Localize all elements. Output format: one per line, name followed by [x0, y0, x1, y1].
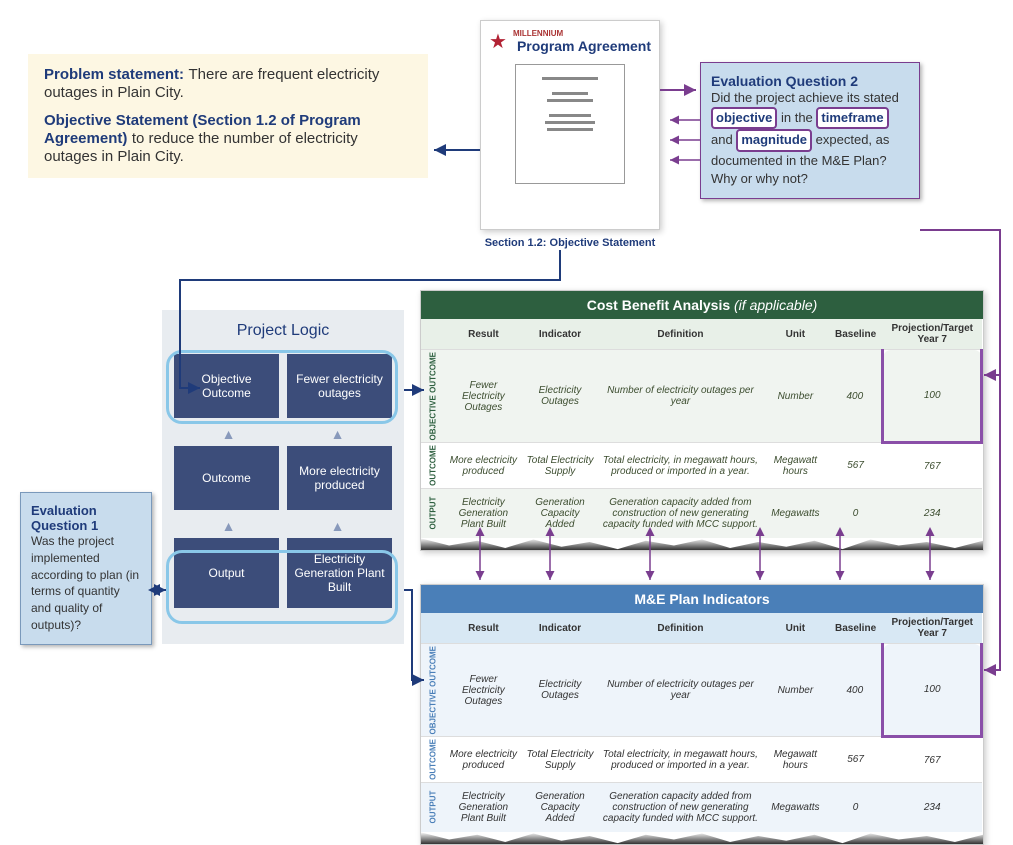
timeframe-highlight: timeframe [816, 107, 888, 129]
project-logic-cell-left: Output [174, 538, 279, 608]
table-cell: Generation capacity added from construct… [598, 489, 762, 539]
project-logic-cell-left: Outcome [174, 446, 279, 510]
project-logic-row: OutcomeMore electricity produced [174, 446, 392, 510]
table-cell: 400 [828, 350, 883, 443]
table-cell: Number [763, 350, 829, 443]
program-agreement-document: ★ MILLENNIUM Program Agreement Section 1… [480, 20, 660, 230]
table-cell: 567 [828, 443, 883, 489]
table-column-header: Indicator [522, 319, 599, 350]
table-cell: 0 [828, 783, 883, 833]
row-label: OBJECTIVE OUTCOME [421, 350, 445, 443]
eq1-text: Was the project implemented according to… [31, 533, 141, 634]
document-page-preview [515, 64, 625, 184]
eq2-text: Did the project achieve its stated objec… [711, 89, 909, 188]
table-column-header: Baseline [828, 319, 883, 350]
row-label: OUTPUT [421, 783, 445, 833]
eq2-title: Evaluation Question 2 [711, 73, 909, 89]
table-cell: Fewer Electricity Outages [445, 350, 522, 443]
me-plan-indicators-table: M&E Plan Indicators ResultIndicatorDefin… [420, 584, 984, 845]
table-cell: Megawatts [763, 489, 829, 539]
table-cell: More electricity produced [445, 443, 522, 489]
up-arrow-icon: ▲▲ [174, 426, 392, 442]
project-logic-panel: Project Logic Objective OutcomeFewer ele… [162, 310, 404, 644]
table-row: OUTCOMEMore electricity producedTotal El… [421, 443, 982, 489]
table-row: OUTCOMEMore electricity producedTotal El… [421, 737, 982, 783]
table-cell: 100 [883, 350, 982, 443]
table-cell: 234 [883, 783, 982, 833]
table-cell: More electricity produced [445, 737, 522, 783]
evaluation-question-1-box: Evaluation Question 1 Was the project im… [20, 492, 152, 645]
row-label: OUTCOME [421, 443, 445, 489]
logo-text: MILLENNIUM [513, 29, 651, 38]
table-column-header: Projection/Target Year 7 [883, 613, 982, 644]
project-logic-row: Objective OutcomeFewer electricity outag… [174, 354, 392, 418]
torn-edge-icon [421, 538, 983, 550]
project-logic-title: Project Logic [174, 322, 392, 340]
table-cell: Megawatts [763, 783, 829, 833]
table-column-header: Definition [598, 613, 762, 644]
table-column-header: Result [445, 613, 522, 644]
table-cell: 767 [883, 443, 982, 489]
table-cell: Number [763, 644, 829, 737]
table-cell: Fewer Electricity Outages [445, 644, 522, 737]
project-logic-row: OutputElectricity Generation Plant Built [174, 538, 392, 608]
table-column-header: Indicator [522, 613, 599, 644]
magnitude-highlight: magnitude [736, 129, 812, 151]
document-title: Program Agreement [517, 38, 651, 54]
table-column-header: Projection/Target Year 7 [883, 319, 982, 350]
table-row: OUTPUTElectricity Generation Plant Built… [421, 489, 982, 539]
problem-statement-box: Problem statement: There are frequent el… [28, 54, 428, 178]
table-row: OBJECTIVE OUTCOMEFewer Electricity Outag… [421, 350, 982, 443]
table-cell: Megawatt hours [763, 443, 829, 489]
table-column-header: Result [445, 319, 522, 350]
table-cell: 100 [883, 644, 982, 737]
project-logic-cell-left: Objective Outcome [174, 354, 279, 418]
table-cell: Total Electricity Supply [522, 737, 599, 783]
document-caption: Section 1.2: Objective Statement [481, 237, 659, 249]
table-row: OUTPUTElectricity Generation Plant Built… [421, 783, 982, 833]
table-cell: Generation Capacity Added [522, 783, 599, 833]
table-column-header: Baseline [828, 613, 883, 644]
project-logic-cell-right: More electricity produced [287, 446, 392, 510]
objective-highlight: objective [711, 107, 777, 129]
project-logic-cell-right: Fewer electricity outages [287, 354, 392, 418]
table-cell: 767 [883, 737, 982, 783]
problem-statement-label: Problem statement: [44, 66, 184, 83]
table-cell: Generation capacity added from construct… [598, 783, 762, 833]
eq1-title: Evaluation Question 1 [31, 503, 141, 533]
table-column-header: Definition [598, 319, 762, 350]
up-arrow-icon: ▲▲ [174, 518, 392, 534]
table-cell: Total electricity, in megawatt hours, pr… [598, 737, 762, 783]
table-row: OBJECTIVE OUTCOMEFewer Electricity Outag… [421, 644, 982, 737]
star-icon: ★ [489, 29, 507, 54]
torn-edge-icon [421, 832, 983, 844]
table-cell: 567 [828, 737, 883, 783]
table-column-header: Unit [763, 613, 829, 644]
me-header: M&E Plan Indicators [421, 585, 983, 613]
evaluation-question-2-box: Evaluation Question 2 Did the project ac… [700, 62, 920, 199]
table-cell: Generation Capacity Added [522, 489, 599, 539]
cba-header: Cost Benefit Analysis (if applicable) [421, 291, 983, 319]
table-cell: Total electricity, in megawatt hours, pr… [598, 443, 762, 489]
table-cell: Electricity Generation Plant Built [445, 783, 522, 833]
row-label: OUTPUT [421, 489, 445, 539]
table-column-header: Unit [763, 319, 829, 350]
table-cell: 0 [828, 489, 883, 539]
table-cell: Electricity Outages [522, 644, 599, 737]
row-label: OBJECTIVE OUTCOME [421, 644, 445, 737]
project-logic-cell-right: Electricity Generation Plant Built [287, 538, 392, 608]
row-label: OUTCOME [421, 737, 445, 783]
table-cell: Megawatt hours [763, 737, 829, 783]
table-cell: Electricity Outages [522, 350, 599, 443]
table-cell: 234 [883, 489, 982, 539]
table-cell: Total Electricity Supply [522, 443, 599, 489]
table-cell: Number of electricity outages per year [598, 350, 762, 443]
table-cell: 400 [828, 644, 883, 737]
table-cell: Electricity Generation Plant Built [445, 489, 522, 539]
table-cell: Number of electricity outages per year [598, 644, 762, 737]
cost-benefit-analysis-table: Cost Benefit Analysis (if applicable) Re… [420, 290, 984, 551]
